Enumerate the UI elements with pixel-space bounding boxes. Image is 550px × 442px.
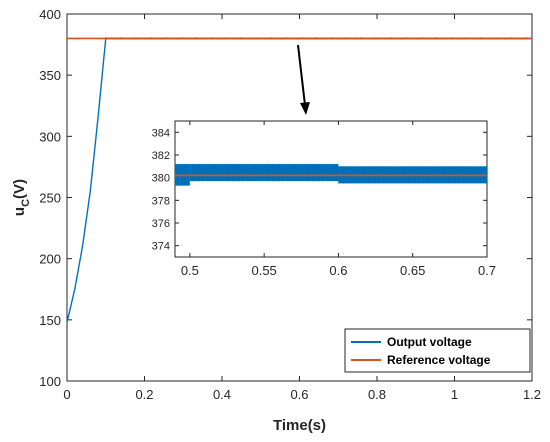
y-tick-label: 100 (39, 374, 61, 389)
inset-x-tick-label: 0.55 (251, 263, 276, 278)
y-tick-label: 300 (39, 129, 61, 144)
x-tick-label: 0.2 (135, 387, 153, 402)
inset-y-tick-label: 378 (152, 195, 170, 207)
x-tick-label: 0.8 (368, 387, 386, 402)
x-tick-label: 0.4 (213, 387, 231, 402)
legend: Output voltage Reference voltage (344, 328, 531, 373)
y-tick-label: 150 (39, 313, 61, 328)
y-axis-label-unit: (V) (11, 179, 28, 199)
inset-y-tick-label: 384 (152, 127, 170, 139)
y-axis-label-main: u (11, 207, 28, 216)
inset-x-tick-label: 0.7 (478, 263, 496, 278)
inset-output-ripple-band (189, 164, 339, 182)
inset-plot-frame (174, 120, 488, 258)
inset-axes: 0.5 0.55 0.6 0.65 0.7 374 376 378 380 382 384 (152, 120, 496, 278)
legend-label: Output voltage (387, 335, 472, 349)
inset-y-tick-label: 380 (152, 173, 170, 185)
inset-y-tick-label: 382 (152, 150, 170, 162)
y-tick-label: 350 (39, 68, 61, 83)
y-tick-label: 200 (39, 252, 61, 267)
zoom-arrow (297, 44, 310, 115)
zoom-arrow-shaft (297, 44, 306, 106)
axis-labels: Time(s) uC(V) (11, 179, 326, 434)
inset-x-tick-label: 0.65 (400, 263, 425, 278)
x-tick-label: 0 (63, 387, 70, 402)
x-tick-label: 0.6 (290, 387, 308, 402)
x-tick-label: 1.2 (523, 387, 541, 402)
inset-y-tick-label: 374 (152, 241, 170, 253)
inset-x-tick-label: 0.6 (329, 263, 347, 278)
y-tick-label: 250 (39, 191, 61, 206)
y-axis-label-sub: C (20, 199, 32, 207)
inset-y-tick-label: 376 (152, 218, 170, 230)
x-axis-label: Time(s) (273, 417, 326, 434)
inset-x-tick-label: 0.5 (181, 263, 199, 278)
zoom-arrow-head (300, 102, 310, 115)
x-tick-label: 1 (451, 387, 458, 402)
y-axis-label: uC(V) (11, 179, 32, 216)
y-tick-label: 400 (39, 7, 61, 22)
legend-label: Reference voltage (387, 353, 491, 367)
legend-box (344, 328, 531, 373)
